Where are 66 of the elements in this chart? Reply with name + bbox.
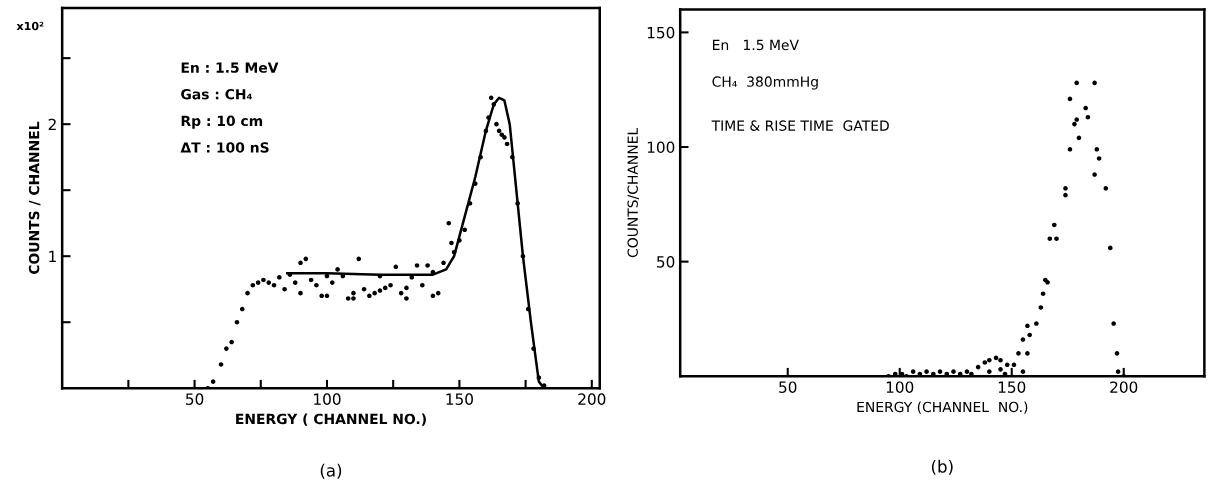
y-tick-label: 1 [49,250,56,262]
point [1054,236,1059,242]
point [982,360,988,365]
point [1020,337,1026,342]
point [964,369,970,374]
point [1034,321,1039,326]
text: (b) [931,459,953,475]
point [1074,80,1079,86]
point [924,369,929,374]
point [1063,192,1068,198]
annotation: En : 1.5 MeV [181,62,279,73]
y-axis-title: COUNTS / CHANNEL [28,121,41,275]
annotation: TIME & RISE TIME GATED [711,120,889,131]
annotation: ΔT : 100 nS [180,142,269,153]
annotation: Rp : 10 cm [181,115,263,129]
point [910,369,916,374]
y-tick-label: 2 [48,118,56,130]
x-tick-label: 200 [578,393,606,405]
point [1111,321,1116,326]
point [1074,117,1079,122]
x-axis-title: ENERGY ( CHANNEL NO.) [236,413,426,426]
annotation: En 1.5 MeV [713,39,799,51]
x-tick-label: 50 [779,381,797,393]
point [1063,185,1068,191]
x-axis-title: ENERGY (CHANNEL NO.) [857,401,1028,414]
point [1027,332,1032,338]
annotation: CH₄ 380mmHg [712,76,818,90]
point [998,367,1003,372]
point [1107,245,1113,251]
y-tick-label: 50 [657,256,675,268]
x-tick-label: 100 [314,393,341,405]
text: x10² [16,21,44,31]
point [1038,305,1044,310]
y-tick-label: 100 [647,141,675,154]
point [987,369,992,374]
point [937,369,943,374]
x-tick-label: 150 [998,381,1026,393]
point [1016,351,1021,356]
point [1020,369,1026,374]
point [1076,135,1082,141]
point [951,369,956,374]
point [1092,80,1097,86]
y-tick-label: 150 [647,26,675,39]
point [993,355,999,361]
point [1083,105,1088,111]
x-tick-label: 50 [186,393,204,405]
point [1092,172,1097,177]
x-tick-label: 100 [886,381,914,393]
annotation: Gas : CH₄ [181,88,253,100]
x-tick-label: 150 [446,393,473,405]
point [975,364,981,370]
point [1025,323,1030,329]
point [1096,156,1102,161]
point [1114,351,1120,356]
point [1067,96,1073,102]
text: (a) [320,463,342,479]
point [1025,351,1030,356]
point [1072,121,1077,127]
point [1103,185,1109,191]
x-tick-label: 200 [1110,381,1138,393]
point [1094,147,1100,152]
point [987,357,992,363]
point [998,357,1003,363]
point [1115,369,1121,374]
point [1047,236,1053,242]
y-axis-title: COUNTS/CHANNEL [627,127,640,258]
